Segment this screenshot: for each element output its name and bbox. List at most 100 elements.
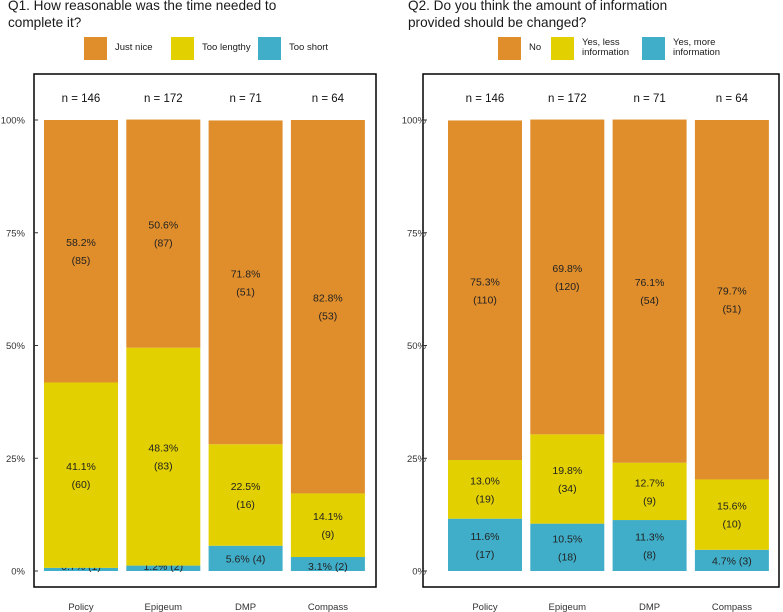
data-label-count: (16) — [236, 499, 255, 511]
data-label-count: (83) — [154, 461, 173, 473]
n-label: n = 64 — [716, 93, 749, 105]
n-label: n = 146 — [466, 93, 505, 105]
data-label-count: (54) — [640, 295, 659, 307]
y-tick-label: 75% — [6, 228, 26, 239]
bar-segment-too-short — [208, 545, 283, 571]
legend-item-yes-more: Yes, more information — [642, 36, 720, 60]
n-label: n = 172 — [548, 93, 587, 105]
n-label: n = 172 — [144, 93, 183, 105]
chart-panel-q2: Q2. Do you think the amount of informati… — [408, 0, 783, 612]
data-label: 12.7% — [635, 477, 665, 489]
data-label: 69.8% — [552, 263, 582, 275]
data-label: 5.6% (4) — [226, 553, 266, 565]
n-label: n = 64 — [312, 93, 345, 105]
bar-segment-yes-less-information — [448, 460, 522, 519]
legend-label-yes-less: Yes, less information — [582, 37, 629, 58]
data-label: 50.6% — [148, 220, 178, 232]
x-tick-label: Epigeum — [145, 602, 183, 612]
n-label: n = 71 — [633, 93, 665, 105]
legend-swatch-yes-less — [551, 36, 574, 60]
data-label-count: (110) — [473, 294, 497, 306]
bar-segment-no — [448, 120, 522, 461]
data-label-count: (10) — [723, 519, 742, 531]
data-label: 76.1% — [635, 277, 665, 289]
x-tick-label: DMP — [235, 602, 256, 612]
data-label: 3.1% (2) — [308, 561, 348, 573]
data-label-count: (51) — [236, 286, 255, 298]
data-label: 19.8% — [552, 465, 582, 477]
legend-label-too-short: Too short — [289, 42, 329, 53]
x-tick-label: DMP — [639, 602, 660, 612]
bar-segment-just-nice — [44, 120, 118, 383]
bar-segment-yes-more-information — [612, 520, 687, 571]
legend-label-yes-more: Yes, more information — [673, 37, 720, 58]
bar-segment-too-lengthy — [126, 347, 201, 566]
plot-q2: 0% 25% 50% 75% 100% n = 146 Policy 11.6% (17) 13.… — [402, 73, 780, 612]
y-tick-label: 75% — [407, 228, 427, 239]
bar-segment-just-nice — [126, 119, 201, 348]
bar-segment-no — [530, 119, 605, 435]
legend-label-too-lengthy: Too lengthy — [202, 42, 251, 53]
legend-item-no: No — [498, 36, 541, 60]
x-tick-label: Compass — [712, 602, 752, 612]
bar-segment-yes-less-information — [612, 462, 687, 521]
bar-segment-too-lengthy — [44, 382, 118, 568]
x-tick-label: Policy — [472, 602, 498, 612]
y-tick-label: 0% — [11, 567, 25, 578]
data-label: 11.3% — [635, 532, 664, 544]
bar-segment-no — [612, 119, 687, 463]
data-label: 71.8% — [231, 268, 261, 280]
data-label: 15.6% — [717, 501, 747, 513]
chart-title-q2: Q2. Do you think the amount of informati… — [408, 0, 668, 30]
chart-panel-q1: Q1. How reasonable was the time needed t… — [8, 0, 388, 612]
legend-swatch-too-lengthy — [171, 36, 194, 60]
legend-item-yes-less: Yes, less information — [551, 36, 629, 60]
bar-segment-too-short — [290, 557, 365, 571]
legend-label-no: No — [529, 42, 542, 53]
data-label-count: (60) — [72, 479, 91, 491]
legend-swatch-just-nice — [84, 36, 107, 60]
bar-segment-too-short — [44, 567, 118, 571]
legend-item-too-short: Too short — [258, 36, 328, 60]
bar-segment-yes-more-information — [694, 549, 769, 571]
data-label-count: (87) — [154, 238, 173, 250]
legend-item-just-nice: Just nice — [84, 36, 153, 60]
data-label-count: (8) — [643, 550, 656, 562]
legend-swatch-yes-more — [642, 36, 665, 60]
y-tick-label: 50% — [407, 341, 427, 352]
bar-segment-just-nice — [290, 120, 365, 494]
bar-segment-too-lengthy — [208, 444, 283, 546]
x-tick-label: Compass — [308, 602, 348, 612]
bar-segment-too-lengthy — [290, 493, 365, 558]
data-label: 22.5% — [231, 481, 261, 493]
data-label-count: (85) — [72, 255, 91, 267]
y-tick-label: 0% — [412, 567, 426, 578]
legend-q1: Just nice Too lengthy Too short — [84, 36, 384, 60]
chart-title-q1: Q1. How reasonable was the time needed t… — [8, 0, 277, 30]
bar-segment-too-short — [126, 565, 201, 571]
data-label: 11.6% — [471, 531, 500, 543]
data-label: 41.1% — [66, 461, 96, 473]
legend-swatch-no — [498, 36, 521, 60]
data-label-count: (53) — [319, 311, 338, 323]
bar-segment-yes-less-information — [530, 434, 605, 524]
n-label: n = 71 — [229, 93, 261, 105]
bar-segment-yes-less-information — [694, 479, 769, 550]
x-tick-label: Policy — [68, 602, 94, 612]
bar-segment-no — [694, 120, 769, 480]
data-label-count: (51) — [723, 304, 742, 316]
data-label-count: (120) — [555, 281, 580, 293]
bar-segment-yes-more-information — [448, 518, 522, 571]
data-label-count: (9) — [321, 529, 334, 541]
legend-label-just-nice: Just nice — [115, 42, 153, 53]
x-tick-label: Epigeum — [549, 602, 587, 612]
bar-segment-yes-more-information — [530, 523, 605, 571]
data-label-count: (18) — [558, 551, 577, 563]
y-tick-label: 100% — [402, 116, 427, 127]
data-label: 79.7% — [717, 286, 747, 298]
data-label-count: (34) — [558, 483, 577, 495]
data-label-count: (9) — [643, 495, 656, 507]
data-label-count: (17) — [476, 549, 495, 561]
data-label: 48.3% — [148, 443, 178, 455]
n-label: n = 146 — [62, 93, 101, 105]
